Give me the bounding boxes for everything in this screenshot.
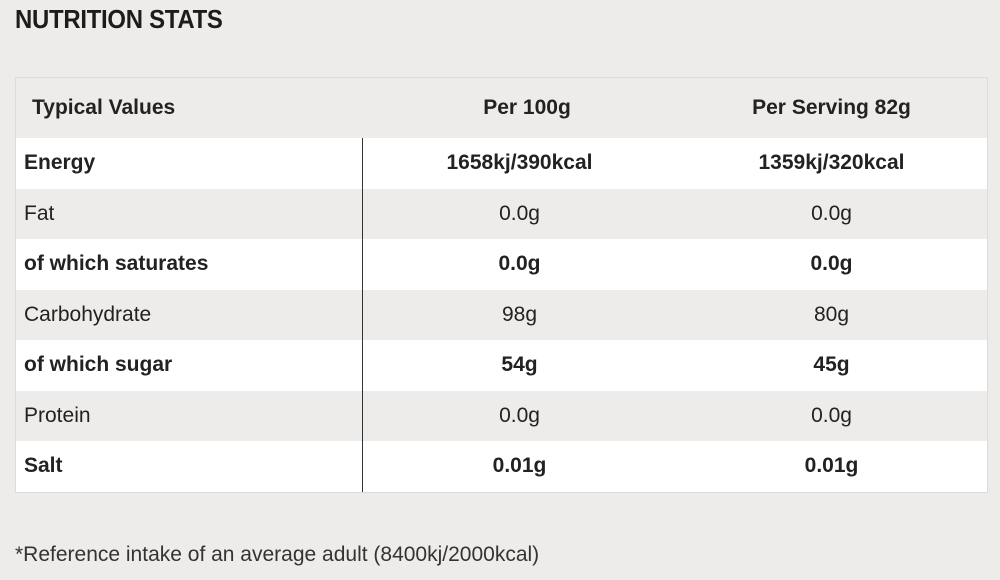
nutrient-label: Energy	[24, 151, 96, 175]
table-row: Carbohydrate 98g 80g	[16, 289, 987, 340]
nutrient-label: Protein	[24, 403, 91, 427]
per-serving-value: 0.0g	[811, 201, 852, 225]
nutrient-label: of which sugar	[24, 353, 173, 377]
per-100g-value: 0.0g	[498, 252, 541, 276]
per-100g-value: 54g	[501, 353, 538, 377]
per-serving-value: 0.0g	[811, 403, 852, 427]
per-serving-value: 0.01g	[804, 454, 859, 478]
table-row: Protein 0.0g 0.0g	[16, 390, 987, 441]
column-divider	[362, 138, 363, 492]
table-row: Fat 0.0g 0.0g	[16, 188, 987, 239]
per-serving-value: 80g	[813, 302, 850, 326]
nutrient-label: of which saturates	[24, 252, 209, 276]
table-row: Salt 0.01g 0.01g	[16, 441, 987, 492]
table-header-row: Typical Values Per 100g Per Serving 82g	[16, 78, 987, 138]
table-row: of which saturates 0.0g 0.0g	[16, 239, 987, 290]
header-per-100g: Per 100g	[483, 96, 571, 119]
footnote: *Reference intake of an average adult (8…	[15, 543, 540, 566]
header-typical-values: Typical Values	[32, 96, 176, 119]
header-per-serving: Per Serving 82g	[752, 96, 911, 119]
per-serving-value: 45g	[813, 353, 850, 377]
page-title: NUTRITION STATS	[15, 4, 223, 34]
per-100g-value: 0.0g	[499, 403, 540, 427]
nutrient-label: Carbohydrate	[24, 302, 152, 326]
table-row: of which sugar 54g 45g	[16, 340, 987, 391]
per-100g-value: 98g	[501, 302, 538, 326]
nutrient-label: Salt	[24, 454, 63, 478]
per-serving-value: 1359kj/320kcal	[758, 151, 905, 175]
table-row: Energy 1658kj/390kcal 1359kj/320kcal	[16, 138, 987, 189]
nutrition-table: Typical Values Per 100g Per Serving 82g …	[15, 77, 988, 493]
per-100g-value: 1658kj/390kcal	[446, 151, 593, 175]
per-100g-value: 0.01g	[492, 454, 547, 478]
per-100g-value: 0.0g	[499, 201, 540, 225]
per-serving-value: 0.0g	[810, 252, 853, 276]
table-body: Energy 1658kj/390kcal 1359kj/320kcal Fat 0.0…	[16, 138, 987, 492]
nutrient-label: Fat	[24, 201, 55, 225]
